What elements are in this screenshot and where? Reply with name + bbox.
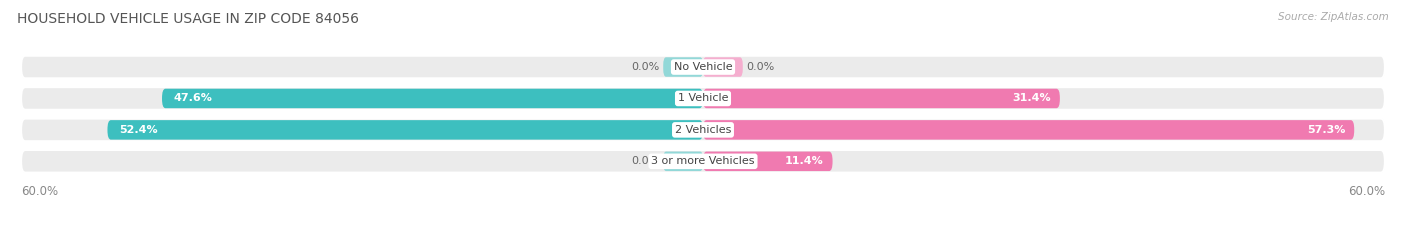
Text: 0.0%: 0.0%: [631, 62, 659, 72]
Text: 2 Vehicles: 2 Vehicles: [675, 125, 731, 135]
Text: 11.4%: 11.4%: [785, 156, 824, 166]
Text: 3 or more Vehicles: 3 or more Vehicles: [651, 156, 755, 166]
FancyBboxPatch shape: [21, 150, 1385, 173]
FancyBboxPatch shape: [703, 89, 1060, 108]
FancyBboxPatch shape: [664, 152, 703, 171]
FancyBboxPatch shape: [21, 56, 1385, 78]
Text: 57.3%: 57.3%: [1306, 125, 1346, 135]
Text: 31.4%: 31.4%: [1012, 93, 1050, 103]
FancyBboxPatch shape: [107, 120, 703, 140]
FancyBboxPatch shape: [703, 57, 742, 77]
Text: 1 Vehicle: 1 Vehicle: [678, 93, 728, 103]
Text: 0.0%: 0.0%: [631, 156, 659, 166]
Text: 47.6%: 47.6%: [173, 93, 212, 103]
Text: HOUSEHOLD VEHICLE USAGE IN ZIP CODE 84056: HOUSEHOLD VEHICLE USAGE IN ZIP CODE 8405…: [17, 12, 359, 26]
FancyBboxPatch shape: [664, 57, 703, 77]
Text: 0.0%: 0.0%: [747, 62, 775, 72]
FancyBboxPatch shape: [703, 152, 832, 171]
FancyBboxPatch shape: [162, 89, 703, 108]
Text: Source: ZipAtlas.com: Source: ZipAtlas.com: [1278, 12, 1389, 22]
Text: No Vehicle: No Vehicle: [673, 62, 733, 72]
FancyBboxPatch shape: [703, 120, 1354, 140]
Text: 60.0%: 60.0%: [21, 185, 58, 198]
Text: 60.0%: 60.0%: [1348, 185, 1385, 198]
FancyBboxPatch shape: [21, 87, 1385, 110]
FancyBboxPatch shape: [21, 119, 1385, 141]
Text: 52.4%: 52.4%: [120, 125, 157, 135]
